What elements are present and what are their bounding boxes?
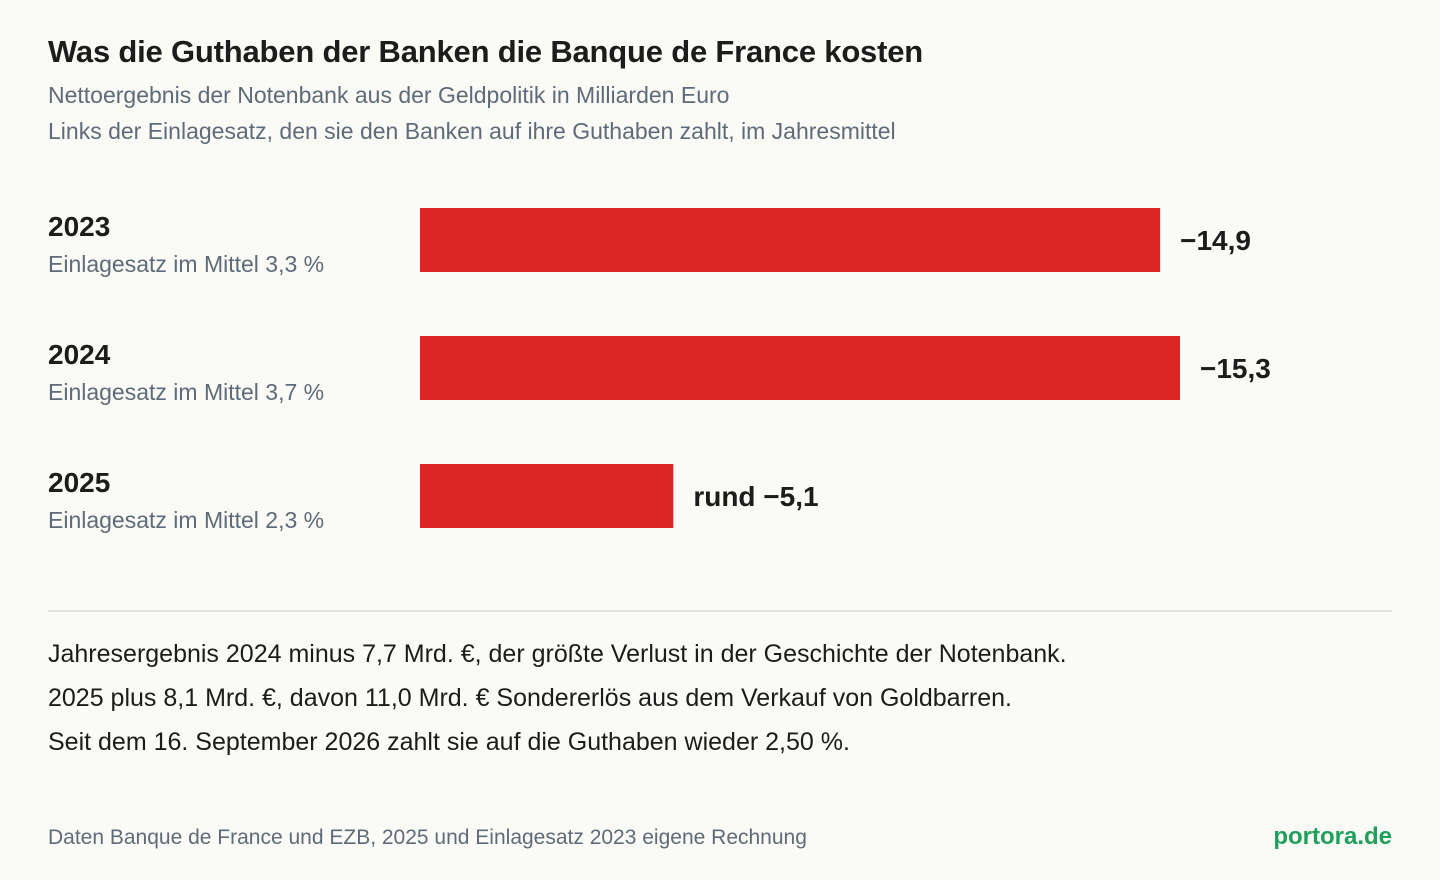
chart-subtitle-note: Links der Einlagesatz, den sie den Banke… <box>48 118 896 144</box>
category-label: 2025 <box>48 467 110 498</box>
bar[interactable] <box>420 336 1180 400</box>
chart-subtitle: Nettoergebnis der Notenbank aus der Geld… <box>48 82 730 108</box>
brand-logo[interactable]: portora.de <box>1273 823 1392 850</box>
data-label: rund −5,1 <box>693 481 818 512</box>
bar-chart: 2023 Einlagesatz im Mittel 3,3 % −14,9 2024… <box>48 208 1271 533</box>
category-sublabel: Einlagesatz im Mittel 3,7 % <box>48 379 324 405</box>
note-line: 2025 plus 8,1 Mrd. €, davon 11,0 Mrd. € … <box>48 684 1012 712</box>
category-sublabel: Einlagesatz im Mittel 3,3 % <box>48 251 324 277</box>
chart-title: Was die Guthaben der Banken die Banque d… <box>48 34 923 69</box>
note-line: Jahresergebnis 2024 minus 7,7 Mrd. €, de… <box>48 640 1067 668</box>
divider <box>48 610 1392 612</box>
source-note: Daten Banque de France und EZB, 2025 und… <box>48 826 807 849</box>
data-label: −15,3 <box>1200 353 1271 384</box>
category-label: 2023 <box>48 211 110 242</box>
data-label: −14,9 <box>1180 225 1251 256</box>
category-label: 2024 <box>48 339 111 370</box>
bar[interactable] <box>420 464 674 528</box>
note-line: Seit dem 16. September 2026 zahlt sie au… <box>48 728 850 756</box>
bar[interactable] <box>420 208 1161 272</box>
category-sublabel: Einlagesatz im Mittel 2,3 % <box>48 507 324 533</box>
